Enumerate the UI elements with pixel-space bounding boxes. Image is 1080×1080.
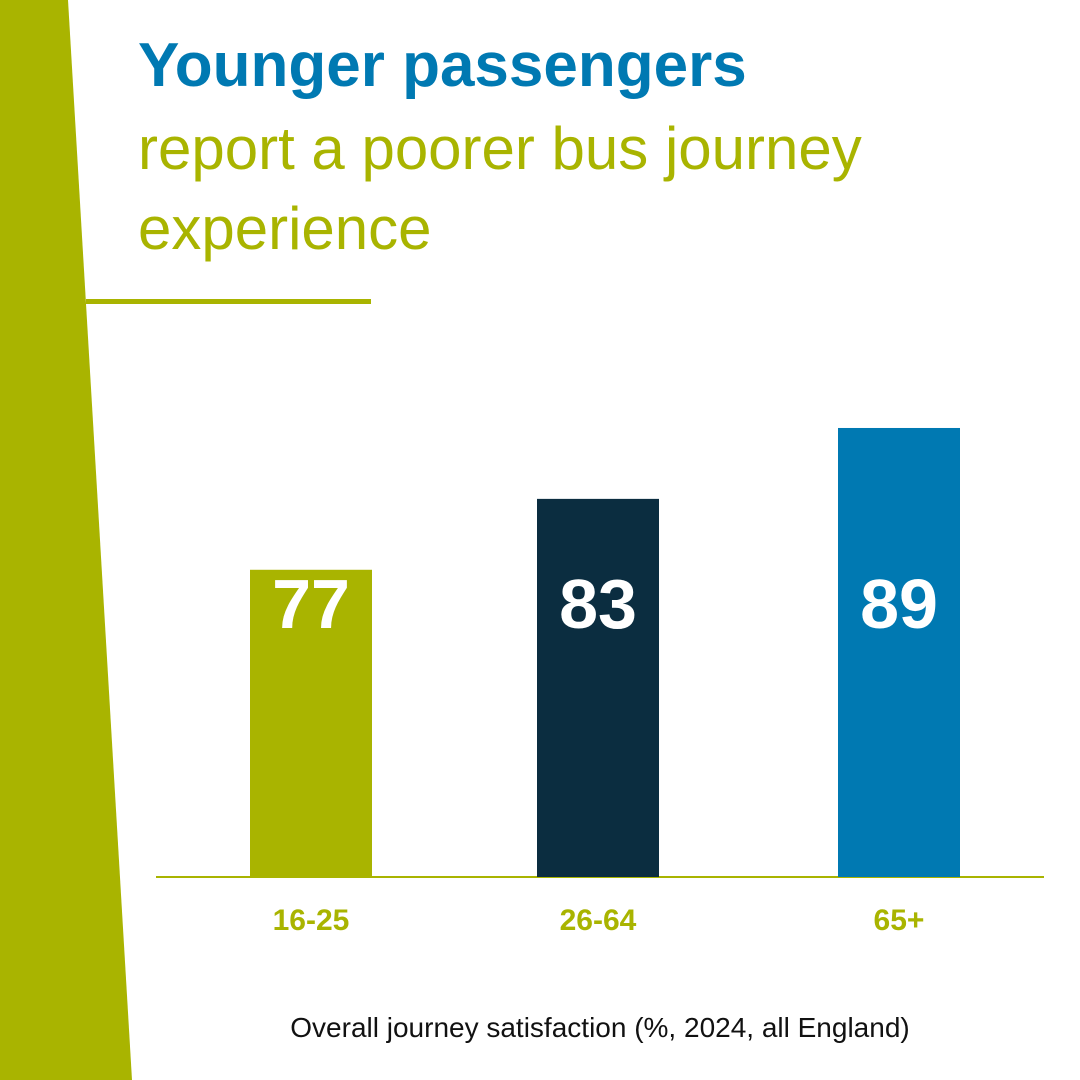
chart-title-line-2: report a poorer bus journey (138, 115, 862, 182)
x-tick-label-26-64: 26-64 (560, 904, 637, 937)
title-underline-rule (86, 299, 371, 304)
data-label-16-25: 77 (272, 565, 350, 643)
chart-caption: Overall journey satisfaction (%, 2024, a… (290, 1012, 910, 1043)
data-label-26-64: 83 (559, 565, 637, 643)
x-tick-label-65+: 65+ (874, 904, 925, 937)
bar-16-25 (250, 569, 372, 877)
bar-65+ (838, 427, 960, 877)
data-label-65+: 89 (860, 565, 938, 643)
chart-title-line-3: experience (138, 195, 432, 262)
bar-26-64 (537, 498, 659, 877)
chart-title-bold: Younger passengers (138, 31, 747, 100)
x-tick-label-16-25: 16-25 (273, 904, 350, 937)
